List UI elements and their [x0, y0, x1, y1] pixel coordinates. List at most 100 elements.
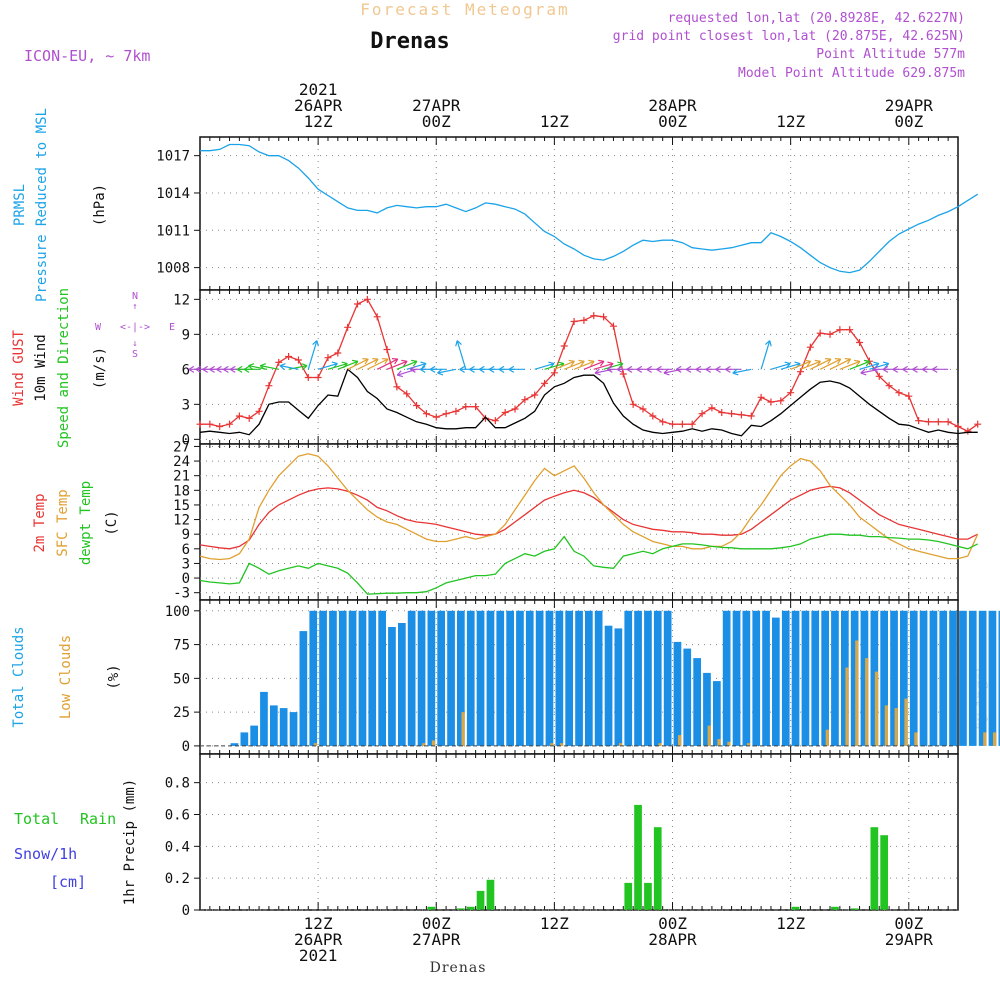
wind-arrow-head	[248, 363, 255, 371]
total-cloud-bar	[959, 610, 967, 746]
label-dewpt-temp: dewpt Temp	[78, 481, 94, 565]
location-title: Drenas	[370, 29, 449, 54]
gust-marker	[777, 397, 785, 405]
total-cloud-bar	[762, 610, 770, 746]
gust-marker	[442, 410, 450, 418]
y-tick-label: 0	[182, 739, 190, 755]
series-line-10m-wind	[199, 368, 978, 437]
total-cloud-bar	[919, 610, 928, 746]
y-tick-label: 1017	[156, 149, 190, 165]
panel-frame	[199, 443, 959, 601]
wind-arrow	[594, 368, 614, 374]
gust-marker	[541, 379, 549, 387]
gust-marker	[245, 414, 253, 422]
low-cloud-bar	[914, 732, 918, 746]
wind-arrow	[583, 360, 605, 370]
gust-marker	[354, 300, 362, 308]
wind-arrow	[839, 360, 861, 370]
wind-arrow	[347, 358, 369, 370]
wind-arrow	[663, 368, 683, 374]
total-cloud-bar	[486, 610, 495, 746]
compass-cross: <-|->	[120, 322, 150, 333]
wind-arrow	[396, 360, 418, 370]
wind-arrow-head	[429, 365, 436, 373]
low-cloud-bar	[619, 743, 623, 746]
precip-bar	[466, 906, 475, 910]
top-time-label: 00Z	[658, 112, 687, 131]
wind-arrow	[307, 340, 318, 370]
total-cloud-bar	[545, 610, 554, 746]
wind-arrow-head	[498, 365, 505, 373]
gust-marker	[678, 420, 686, 428]
gust-marker	[560, 342, 568, 350]
precip-bar	[486, 879, 495, 910]
total-cloud-bar	[742, 610, 751, 746]
y-tick-label: 18	[173, 483, 190, 499]
precip-bar	[831, 906, 839, 910]
wind-arrow-head	[626, 365, 633, 373]
total-cloud-bar	[791, 610, 800, 746]
low-cloud-bar	[422, 743, 426, 746]
low-cloud-bar	[983, 732, 987, 746]
y-tick-label: 0	[182, 432, 190, 448]
low-cloud-bar	[746, 743, 751, 746]
wind-arrow	[829, 358, 851, 370]
gust-marker	[432, 413, 440, 421]
wind-arrow-head	[765, 340, 772, 347]
gust-marker	[452, 407, 460, 415]
gust-marker	[393, 383, 401, 391]
low-cloud-bar	[884, 705, 888, 746]
low-cloud-bar	[717, 739, 721, 746]
gust-marker	[757, 393, 765, 401]
wind-arrow-head	[259, 363, 267, 371]
total-cloud-bar	[407, 610, 416, 746]
wind-arrow	[859, 362, 880, 370]
total-cloud-bar	[713, 681, 721, 746]
precip-bar	[457, 908, 465, 910]
wind-arrow	[573, 360, 595, 370]
total-cloud-bar	[752, 610, 761, 746]
total-cloud-bar	[614, 628, 623, 746]
total-cloud-bar	[801, 610, 810, 746]
total-cloud-bar	[525, 610, 534, 746]
compass-s: S	[132, 349, 138, 360]
gust-marker	[826, 330, 834, 338]
total-cloud-bar	[860, 610, 869, 746]
bottom-time-label: 00Z	[422, 914, 451, 933]
gust-marker	[403, 390, 411, 398]
wind-arrow	[397, 368, 417, 376]
y-tick-label: 0	[182, 903, 190, 919]
compass-arrow-up: ↑	[132, 302, 137, 312]
low-cloud-bar	[313, 743, 317, 746]
total-cloud-bar	[476, 610, 485, 746]
label-10m-wind: 10m Wind	[33, 334, 49, 401]
series-line-prmsl	[200, 143, 979, 274]
total-cloud-bar	[309, 610, 318, 746]
total-cloud-bar	[841, 610, 849, 746]
gust-marker	[708, 404, 716, 412]
wind-arrow	[593, 362, 614, 370]
label-ms: (m/s)	[92, 347, 108, 389]
total-cloud-bar	[772, 617, 780, 746]
total-cloud-bar	[378, 610, 386, 746]
y-tick-label: 3	[182, 397, 190, 413]
y-tick-label: 21	[173, 469, 190, 485]
y-tick-label: 0.4	[165, 839, 190, 855]
wind-arrow	[544, 362, 565, 370]
low-cloud-bar	[865, 658, 869, 746]
total-cloud-bar	[644, 610, 652, 746]
total-cloud-bar	[230, 743, 239, 746]
wind-arrow-head	[508, 365, 515, 373]
wind-arrow-head	[455, 340, 462, 347]
total-cloud-bar	[998, 610, 1000, 746]
gust-marker	[787, 389, 795, 397]
wind-arrow-head	[312, 340, 319, 347]
y-tick-label: 6	[182, 362, 190, 378]
gust-marker	[304, 374, 312, 381]
total-cloud-bar	[831, 610, 839, 746]
low-cloud-bar	[993, 732, 997, 746]
wind-arrow-head	[396, 370, 404, 378]
low-cloud-bar	[894, 708, 898, 746]
y-tick-label: 1008	[156, 261, 190, 277]
gust-marker	[806, 343, 814, 351]
